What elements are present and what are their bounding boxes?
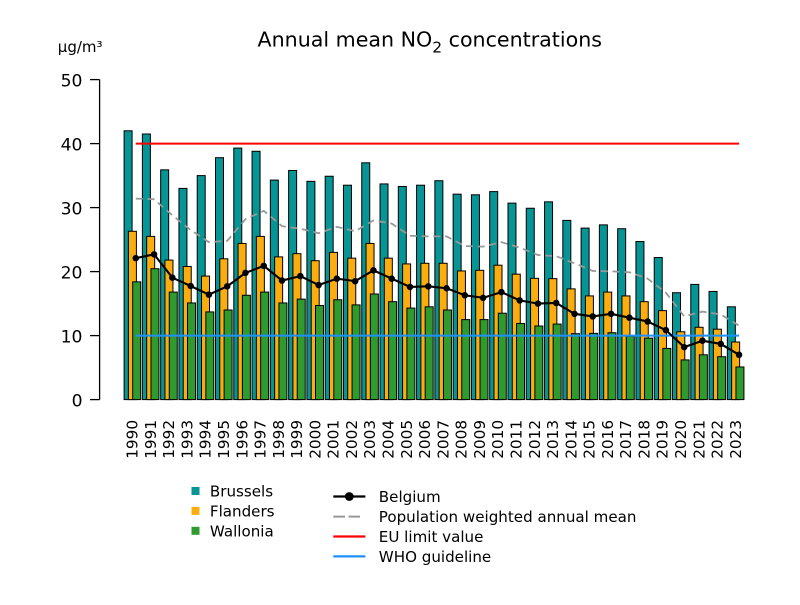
svg-text:2003: 2003 [361,420,379,459]
svg-text:2013: 2013 [544,420,562,459]
svg-text:2004: 2004 [380,420,398,459]
svg-text:1995: 1995 [215,420,233,459]
svg-text:2023: 2023 [727,420,745,459]
svg-text:2005: 2005 [398,420,416,459]
svg-text:1993: 1993 [178,420,196,459]
svg-text:2009: 2009 [471,420,489,459]
svg-text:Brussels: Brussels [210,483,273,501]
svg-text:50: 50 [61,72,83,92]
svg-text:2019: 2019 [654,420,672,459]
svg-text:0: 0 [72,392,83,412]
svg-text:20: 20 [61,264,83,284]
svg-text:WHO guideline: WHO guideline [379,548,491,566]
svg-text:2000: 2000 [306,420,324,459]
svg-text:µg/m³: µg/m³ [58,38,103,56]
svg-text:2016: 2016 [599,420,617,459]
svg-text:2014: 2014 [562,420,580,459]
svg-text:2011: 2011 [507,420,525,459]
svg-text:2017: 2017 [617,420,635,459]
svg-text:2008: 2008 [453,420,471,459]
svg-text:EU limit value: EU limit value [379,528,484,546]
svg-text:2022: 2022 [709,420,727,459]
svg-text:Flanders: Flanders [210,502,275,520]
svg-text:2006: 2006 [416,420,434,459]
svg-text:30: 30 [61,200,83,220]
svg-text:1997: 1997 [252,420,270,459]
svg-text:1998: 1998 [270,420,288,459]
svg-text:1999: 1999 [288,420,306,459]
svg-text:2010: 2010 [489,420,507,459]
svg-text:2021: 2021 [690,420,708,459]
svg-text:2001: 2001 [325,420,343,459]
svg-text:2015: 2015 [581,420,599,459]
svg-text:2020: 2020 [672,420,690,459]
svg-text:Population weighted annual mea: Population weighted annual mean [379,508,637,526]
svg-text:Belgium: Belgium [379,488,441,506]
svg-text:1990: 1990 [124,420,142,459]
svg-text:2002: 2002 [343,420,361,459]
svg-text:2007: 2007 [434,420,452,459]
svg-text:2012: 2012 [526,420,544,459]
svg-text:40: 40 [61,136,83,156]
svg-text:1991: 1991 [142,420,160,459]
svg-text:2018: 2018 [635,420,653,459]
svg-text:10: 10 [61,328,83,348]
svg-text:1992: 1992 [160,420,178,459]
svg-text:1996: 1996 [233,420,251,459]
svg-text:Wallonia: Wallonia [210,522,274,540]
svg-text:1994: 1994 [197,420,215,459]
